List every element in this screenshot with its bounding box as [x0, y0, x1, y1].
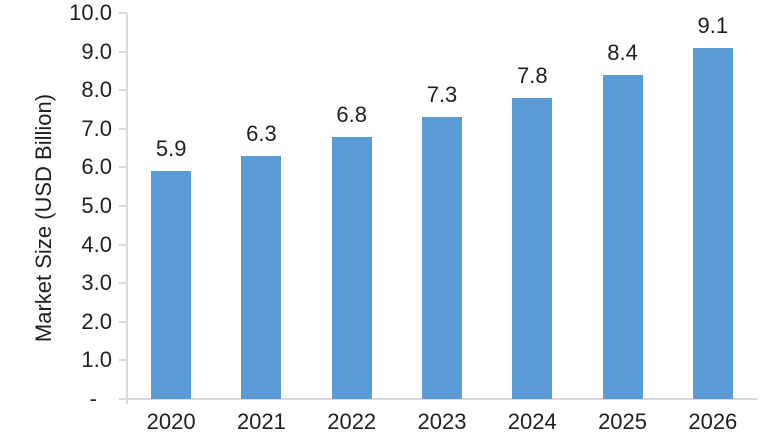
- y-axis-tick-label: 3.0: [81, 270, 112, 296]
- bar-value-label: 6.8: [336, 101, 367, 127]
- x-axis-label: 2022: [327, 409, 377, 434]
- y-axis-line: [126, 13, 128, 404]
- bar-slot: 9.1: [668, 13, 758, 399]
- bar-slot: 7.3: [397, 13, 487, 399]
- x-axis-label: 2025: [598, 409, 648, 434]
- bar-value-label: 8.4: [607, 39, 638, 65]
- bar: [421, 117, 462, 399]
- bar: [602, 74, 643, 399]
- y-axis-tick-mark: [119, 166, 127, 169]
- bar-slot: 6.8: [307, 13, 397, 399]
- x-axis-label: 2021: [236, 409, 286, 434]
- y-axis-tick-mark: [119, 282, 127, 285]
- bar: [331, 136, 372, 399]
- y-axis-tick-label: 1.0: [81, 347, 112, 373]
- bar-slot: 6.3: [216, 13, 306, 399]
- x-axis-labels: 2020 2021 2022 2023 2024 2025 2026: [126, 409, 758, 435]
- y-axis-tick-label: 7.0: [81, 115, 112, 141]
- y-axis-tick-mark: [119, 12, 127, 14]
- x-axis-label: 2026: [688, 409, 738, 434]
- x-axis-label: 2024: [507, 409, 557, 434]
- bar-value-label: 7.3: [426, 82, 458, 108]
- plot-area: 5.9 6.3 6.8 7.3 7.8 8.4 9.1: [126, 13, 758, 399]
- y-axis-tick-mark: [119, 89, 127, 92]
- y-axis-tick-label: 4.0: [81, 231, 112, 257]
- bar-slot: 8.4: [577, 13, 667, 399]
- bar: [512, 97, 553, 399]
- y-axis-tick-mark: [119, 127, 127, 130]
- bar-slot: 5.9: [126, 13, 216, 399]
- y-axis-tick-label: 2.0: [81, 308, 112, 334]
- bar-value-label: 5.9: [155, 136, 187, 162]
- x-axis-label: 2020: [146, 409, 196, 434]
- y-axis-tick-label: 5.0: [81, 193, 112, 218]
- y-axis-tick-mark: [119, 50, 127, 53]
- y-axis-tick-label: 10.0: [69, 0, 112, 25]
- bar-value-label: 6.3: [246, 120, 277, 146]
- bar: [692, 47, 733, 399]
- y-axis-tick-mark: [119, 205, 127, 207]
- y-axis-tick-label: 9.0: [81, 38, 112, 64]
- y-axis-tick-mark: [119, 359, 127, 362]
- y-axis-tick-label: 6.0: [81, 154, 112, 180]
- x-axis-line: [119, 398, 758, 400]
- bar: [151, 171, 192, 399]
- y-axis-tick-label: 8.0: [81, 77, 112, 103]
- y-axis-tick-mark: [119, 320, 127, 323]
- bar-value-label: 9.1: [697, 12, 729, 38]
- bar-value-label: 7.8: [516, 62, 548, 88]
- bar-slot: 7.8: [487, 13, 577, 399]
- y-axis-tick-mark: [119, 243, 127, 246]
- bar: [241, 155, 282, 399]
- x-axis-label: 2023: [417, 409, 467, 434]
- y-axis-tick-label: -: [89, 386, 97, 411]
